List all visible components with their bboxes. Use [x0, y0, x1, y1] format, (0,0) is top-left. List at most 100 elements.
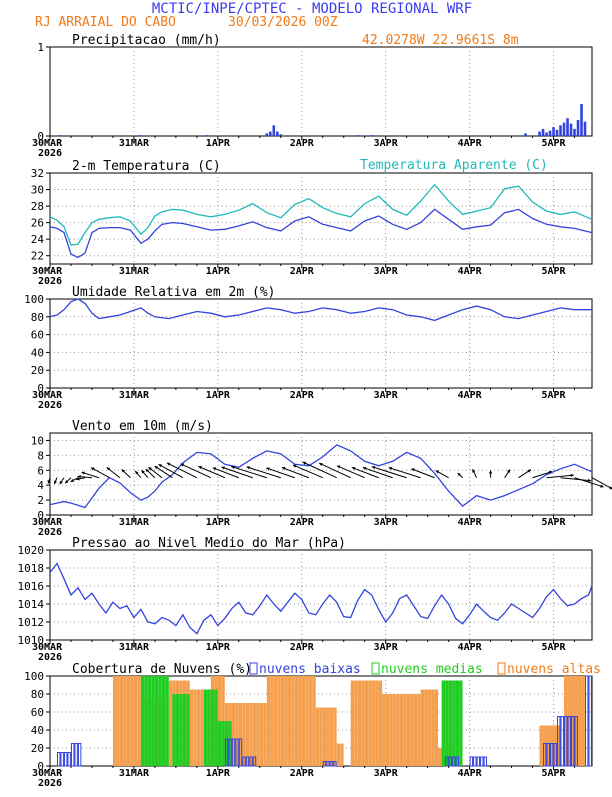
cloud-mid-bar [172, 694, 175, 766]
y-tick-label: 80 [31, 311, 44, 324]
cloud-mid-bar [141, 676, 144, 766]
series-line-2 [50, 185, 592, 245]
x-tick-label: 1APR [206, 266, 231, 277]
cloud-high-bar [190, 690, 193, 767]
legend-swatch [498, 663, 505, 674]
cloud-low-bar [561, 717, 563, 767]
x-tick-label: 1APR [206, 138, 231, 149]
x-tick-label: 5APR [541, 390, 566, 401]
precip-bar [563, 123, 566, 136]
cloud-mid-bar [158, 676, 161, 766]
cloud-high-bar [113, 676, 116, 766]
wind-vector-head [489, 470, 492, 473]
series-line-1 [50, 299, 592, 320]
y-tick-label: 26 [31, 217, 44, 230]
cloud-mid-bar [151, 676, 154, 766]
coords-label: 42.0278W 22.9661S 8m [362, 33, 519, 48]
y-tick-label: 4 [37, 479, 44, 492]
cloud-high-bar [333, 708, 336, 767]
cloud-high-bar [337, 744, 340, 767]
precip-bar [552, 127, 555, 136]
cloud-low-bar [589, 676, 591, 766]
x-tick-label: 1APR [206, 642, 231, 653]
wind-vector [389, 468, 421, 478]
precip-bar [276, 132, 279, 136]
cloud-high-bar [116, 676, 119, 766]
legend-label: nuvens baixas [259, 662, 361, 677]
y-tick-label: 1016 [18, 580, 45, 593]
wind-vector-head [588, 479, 591, 482]
x-tick-label: 31MAR [119, 138, 150, 149]
cloud-high-bar [270, 676, 273, 766]
y-tick-label: 30 [31, 184, 44, 197]
cloud-high-bar [428, 690, 431, 767]
x-tick-label: 3APR [374, 390, 399, 401]
cloud-high-bar [410, 694, 413, 766]
precip-bar [538, 132, 541, 136]
x-tick-label: 31MAR [119, 642, 150, 653]
precip-bar [545, 132, 548, 136]
x-tick-label: 2APR [290, 642, 315, 653]
cloud-low-bar [68, 753, 70, 767]
wind-vector [282, 467, 309, 477]
x-tick-label: 2APR [290, 266, 315, 277]
y-tick-label: 20 [31, 364, 44, 377]
precip-bar [279, 134, 282, 136]
cloud-high-bar [351, 681, 354, 767]
y-tick-label: 10 [31, 434, 44, 447]
plot-frame [50, 299, 592, 388]
wind-vector [247, 467, 281, 478]
y-tick-label: 40 [31, 724, 44, 737]
cloud-high-bar [396, 694, 399, 766]
cloud-high-bar [309, 676, 312, 766]
precip-bar [542, 129, 545, 136]
cloud-mid-bar [221, 721, 224, 766]
precip-bar [584, 122, 587, 136]
y-tick-label: 1018 [18, 562, 45, 575]
cloud-high-bar [319, 708, 322, 767]
panel-title: 2-m Temperatura (C) [72, 159, 221, 174]
cloud-high-bar [256, 703, 259, 766]
cloud-low-bar [484, 757, 486, 766]
cloud-high-bar [407, 694, 410, 766]
cloud-high-bar [382, 694, 385, 766]
y-tick-label: 100 [24, 293, 44, 306]
cloud-high-bar [200, 690, 203, 767]
precip-bar [269, 132, 272, 136]
x-tick-label: 4APR [458, 642, 483, 653]
y-tick-label: 40 [31, 346, 44, 359]
cloud-high-bar [260, 703, 263, 766]
cloud-high-bar [578, 676, 581, 766]
wind-vector [198, 466, 224, 477]
wind-vector [319, 463, 350, 478]
x-tick-label: 31MAR [119, 390, 150, 401]
x-year-label: 2026 [38, 400, 62, 411]
x-tick-label: 31MAR [119, 768, 150, 779]
precip-bar [566, 118, 569, 136]
cloud-high-bar [540, 726, 543, 767]
x-tick-label: 5APR [541, 642, 566, 653]
cloud-high-bar [134, 676, 137, 766]
precip-bar [356, 135, 359, 136]
panel-title: Cobertura de Nuvens (%) [72, 662, 252, 677]
cloud-high-bar [302, 676, 305, 766]
y-tick-label: 60 [31, 329, 44, 342]
panel-title: Umidade Relativa em 2m (%) [72, 285, 276, 300]
cloud-low-bar [470, 757, 472, 766]
precip-bar [549, 131, 552, 136]
x-year-label: 2026 [38, 527, 62, 538]
series-line-1 [50, 445, 592, 508]
cloud-high-bar [288, 676, 291, 766]
precip-bar [266, 133, 269, 136]
cloud-high-bar [316, 708, 319, 767]
x-tick-label: 2APR [290, 517, 315, 528]
precip-bar [59, 135, 62, 136]
cloud-high-bar [330, 708, 333, 767]
precip-bar [559, 125, 562, 136]
cloud-high-bar [379, 681, 382, 767]
